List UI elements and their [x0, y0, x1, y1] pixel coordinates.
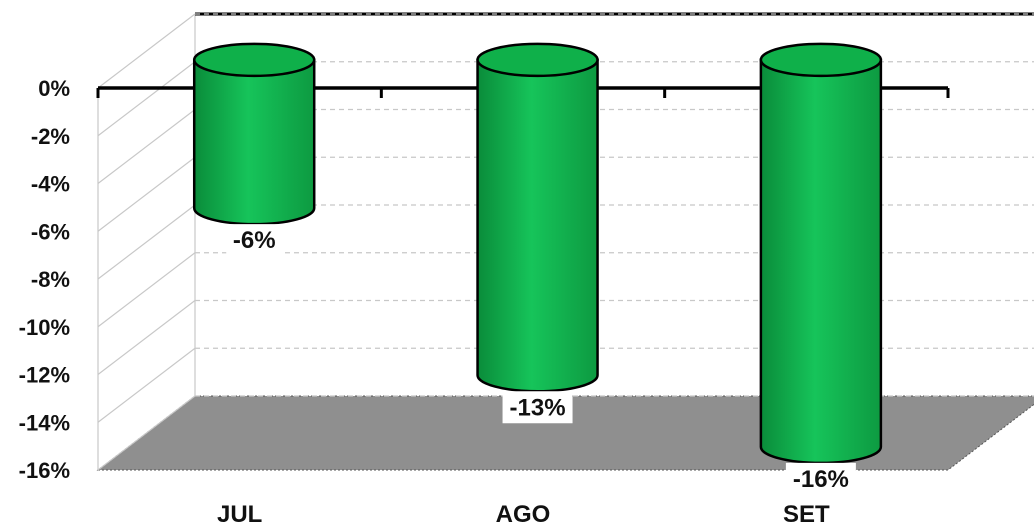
y-tick-label: 0%	[38, 76, 70, 101]
side-gridline	[97, 347, 196, 423]
side-gridline	[97, 61, 196, 137]
side-gridline	[97, 13, 196, 89]
y-tick-label: -10%	[19, 315, 70, 340]
data-label: -6%	[233, 227, 276, 254]
bar-jul	[192, 42, 316, 226]
bar-top	[192, 42, 316, 78]
y-tick-label: -2%	[31, 124, 70, 149]
data-label-box	[226, 224, 283, 257]
side-gridline	[97, 252, 196, 328]
data-label-box	[502, 391, 573, 424]
bar-body	[759, 58, 883, 465]
side-gridline	[97, 395, 196, 471]
bar-body	[192, 58, 316, 226]
y-tick-label: -8%	[31, 267, 70, 292]
y-tick-label: -16%	[19, 458, 70, 483]
data-label: -13%	[510, 394, 566, 421]
data-label: -16%	[793, 466, 849, 493]
x-category-label: SET	[783, 501, 830, 528]
side-gridline	[97, 204, 196, 280]
bar-body	[476, 58, 599, 393]
side-gridline	[97, 109, 196, 184]
data-label-box	[785, 462, 856, 495]
labels: 0% -2% -4% -6% -8% -10% -12% -14% -16% -6% JUL -13%…	[19, 76, 856, 528]
bar-top	[476, 42, 599, 78]
x-category-label: JUL	[217, 501, 262, 528]
y-tick-label: -14%	[19, 410, 70, 435]
bar-set	[759, 42, 883, 465]
bar-ago	[476, 42, 599, 393]
side-gridline	[97, 300, 196, 375]
y-tick-label: -6%	[31, 219, 70, 244]
bar-top	[759, 42, 883, 78]
y-tick-label: -12%	[19, 363, 70, 388]
bars	[192, 42, 883, 465]
side-gridline	[97, 156, 196, 232]
gridlines	[97, 13, 1034, 471]
y-tick-label: -4%	[31, 172, 70, 197]
x-category-label: AGO	[496, 501, 551, 528]
